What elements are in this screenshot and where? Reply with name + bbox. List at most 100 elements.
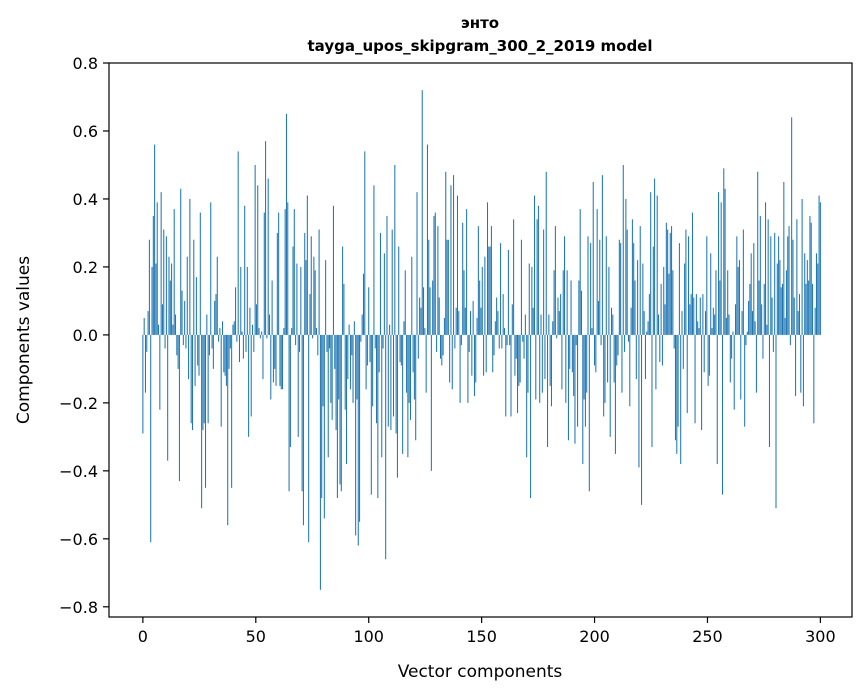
bar — [267, 178, 269, 335]
bar — [659, 334, 661, 363]
bar — [634, 280, 636, 335]
bar — [757, 171, 759, 335]
bar — [784, 317, 786, 335]
bar — [564, 236, 566, 335]
bar — [494, 321, 496, 335]
bar — [181, 290, 183, 335]
bar — [151, 266, 153, 335]
bar — [652, 246, 654, 335]
bar — [434, 212, 436, 335]
bar — [505, 334, 507, 417]
bar — [608, 266, 610, 335]
bar — [797, 311, 799, 335]
bar — [560, 294, 562, 335]
bar — [246, 266, 248, 335]
bar — [459, 334, 461, 403]
bar — [356, 334, 358, 400]
bar — [374, 334, 376, 349]
bar — [506, 334, 508, 346]
bar — [360, 334, 362, 342]
bar — [792, 239, 794, 335]
bar — [263, 212, 265, 335]
bar — [775, 334, 777, 509]
bar — [163, 229, 165, 335]
bar — [755, 334, 757, 393]
bar — [609, 334, 611, 437]
bar — [472, 300, 474, 335]
bar — [561, 334, 563, 390]
bar — [515, 334, 517, 359]
bar — [689, 304, 691, 335]
bar — [389, 324, 391, 335]
y-axis: −0.8 −0.6 −0.4 −0.2 0.0 0.2 0.4 0.6 0.8 — [59, 54, 109, 617]
bar — [507, 249, 509, 335]
bar — [406, 334, 408, 393]
bar — [160, 192, 162, 335]
bar — [429, 287, 431, 335]
bar — [771, 297, 773, 335]
bar — [677, 334, 679, 427]
bar — [174, 314, 177, 335]
bar — [731, 334, 733, 359]
bar — [682, 334, 684, 369]
bar — [776, 263, 778, 335]
bar — [276, 232, 278, 335]
bar — [639, 226, 641, 335]
bar — [146, 334, 148, 352]
bar — [453, 175, 455, 335]
bar — [357, 334, 359, 546]
bar — [462, 222, 464, 335]
bar — [325, 260, 327, 335]
bar — [476, 317, 478, 335]
bar — [732, 331, 734, 335]
bar — [228, 334, 230, 369]
bar — [236, 334, 238, 342]
bar — [279, 334, 281, 386]
bar — [584, 334, 586, 427]
bar — [714, 314, 716, 335]
bar — [344, 334, 346, 410]
bar — [629, 334, 631, 407]
x-tick-label: 100 — [353, 627, 384, 646]
bar — [644, 334, 646, 380]
bar — [353, 321, 355, 335]
bar — [719, 280, 721, 335]
bar — [152, 215, 154, 335]
bar — [599, 239, 601, 335]
bar — [553, 270, 555, 335]
bar — [214, 300, 216, 335]
bar — [347, 334, 349, 380]
bar — [365, 334, 367, 390]
x-axis: 0 50 100 150 200 250 300 — [138, 617, 836, 646]
bar — [741, 311, 743, 335]
x-tick-label: 250 — [692, 627, 723, 646]
bar — [550, 334, 552, 407]
bar — [287, 202, 289, 335]
bar — [282, 334, 284, 390]
bar — [339, 334, 341, 485]
bar — [177, 334, 179, 369]
bar — [643, 311, 645, 335]
bar — [690, 294, 692, 335]
bar — [408, 334, 410, 403]
bar — [223, 334, 225, 373]
bar — [386, 215, 388, 335]
bar — [314, 270, 316, 335]
bar — [815, 253, 817, 335]
bar — [302, 334, 304, 526]
bar — [156, 202, 158, 335]
bar — [252, 324, 254, 335]
bar — [702, 294, 704, 335]
bar — [443, 317, 445, 335]
y-tick-label: −0.8 — [59, 598, 98, 617]
bar — [795, 334, 797, 397]
bar — [812, 283, 814, 335]
bar — [364, 151, 366, 335]
bar — [144, 334, 146, 393]
bar — [647, 321, 649, 335]
bar — [218, 334, 220, 342]
bar — [342, 246, 344, 335]
bar — [779, 260, 781, 335]
chart-subtitle: tayga_upos_skipgram_300_2_2019 model — [308, 37, 653, 55]
bar — [780, 287, 782, 335]
